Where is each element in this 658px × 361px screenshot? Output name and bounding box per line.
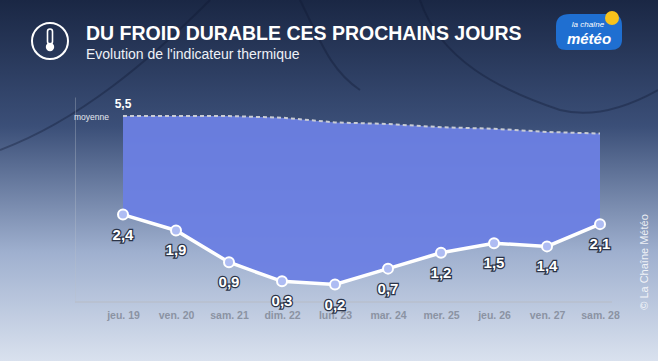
data-label: 0,3 <box>272 292 293 309</box>
data-label: 0,2 <box>325 296 346 313</box>
x-axis: jeu. 19ven. 20sam. 21dim. 22lun. 23mar. … <box>75 302 620 321</box>
x-tick-label: ven. 27 <box>530 309 566 321</box>
watermark: © La Chaîne Météo <box>638 214 650 310</box>
logo-sun <box>605 11 619 25</box>
x-tick: sam. 28 <box>581 302 620 321</box>
subtitle: Evolution de l'indicateur thermique <box>86 46 300 62</box>
data-label: 1,5 <box>484 254 505 271</box>
point <box>224 257 234 267</box>
point <box>171 225 181 235</box>
data-label: 1,9 <box>166 241 187 258</box>
data-label: 5,5 <box>115 97 132 111</box>
x-tick-label: ven. 20 <box>159 309 195 321</box>
point <box>330 280 340 290</box>
x-tick-label: dim. 22 <box>264 309 300 321</box>
gap-area <box>123 116 600 284</box>
icon-bulb <box>46 43 54 51</box>
branch <box>300 0 360 90</box>
data-labels: 2,4 5,5 1,9 0,9 0,3 0,2 0,7 1,2 1,5 1,4 2,1 <box>113 97 611 312</box>
point <box>383 264 393 274</box>
data-label: 2,4 <box>113 226 135 243</box>
y-axis-line <box>75 98 76 303</box>
background <box>0 0 658 361</box>
y-axis <box>75 98 76 303</box>
branch <box>420 0 658 113</box>
point <box>436 248 446 258</box>
series-line <box>123 215 600 285</box>
x-tick-label: sam. 21 <box>210 309 249 321</box>
x-tick-label: jeu. 26 <box>477 309 511 321</box>
title: DU FROID DURABLE CES PROCHAINS JOURS <box>86 22 522 44</box>
x-tick: mar. 24 <box>370 302 406 321</box>
logo-text: la chaîne <box>572 20 605 29</box>
x-tick: ven. 27 <box>530 302 566 321</box>
point <box>118 210 128 220</box>
series-label: moyenne <box>74 112 109 122</box>
plot-area <box>118 116 605 289</box>
data-label: 1,2 <box>431 264 452 281</box>
x-tick-label: sam. 28 <box>581 309 620 321</box>
point <box>595 219 605 229</box>
point <box>277 276 287 286</box>
series-line <box>123 116 600 133</box>
icon-stem <box>48 29 53 44</box>
point <box>542 241 552 251</box>
x-tick-label: mar. 24 <box>370 309 406 321</box>
icon-ring <box>32 23 68 59</box>
x-tick-label: jeu. 19 <box>106 309 140 321</box>
logo-text: météo <box>567 30 611 47</box>
data-label: 2,1 <box>590 235 611 252</box>
thermometer-icon <box>32 23 68 59</box>
x-tick: jeu. 19 <box>106 302 140 321</box>
x-tick: sam. 21 <box>210 302 249 321</box>
point <box>489 238 499 248</box>
data-label: 0,9 <box>219 273 240 290</box>
data-label: 1,4 <box>537 257 559 274</box>
x-tick: jeu. 26 <box>477 302 511 321</box>
x-tick: ven. 20 <box>159 302 195 321</box>
chart: jeu. 19ven. 20sam. 21dim. 22lun. 23mar. … <box>0 0 658 361</box>
data-label: 0,7 <box>378 280 399 297</box>
logo: la chaînemétéo <box>556 11 622 50</box>
x-tick: mer. 25 <box>423 302 459 321</box>
x-tick-label: mer. 25 <box>423 309 459 321</box>
